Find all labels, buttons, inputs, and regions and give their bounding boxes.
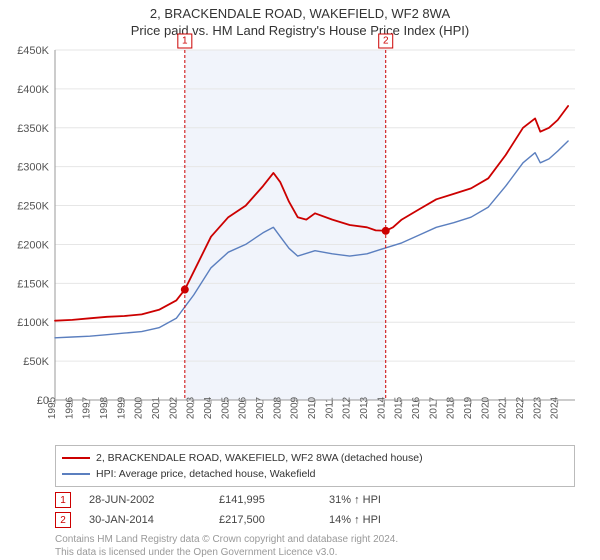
legend-item-subject: 2, BRACKENDALE ROAD, WAKEFIELD, WF2 8WA … [62,450,568,466]
title-line2: Price paid vs. HM Land Registry's House … [0,23,600,38]
transaction-marker-2: 2 [55,512,71,528]
ytick-label: £400K [17,84,49,96]
ytick-label: £250K [17,201,49,213]
transaction-price: £217,500 [219,514,329,526]
legend-label-hpi: HPI: Average price, detached house, Wake… [96,468,315,480]
footer-line2: This data is licensed under the Open Gov… [55,547,575,560]
footer: Contains HM Land Registry data © Crown c… [55,534,575,559]
sale-dot-1 [181,286,189,294]
chart-container: 2, BRACKENDALE ROAD, WAKEFIELD, WF2 8WA … [0,0,600,560]
transaction-marker-1: 1 [55,492,71,508]
chart-area: £0£50K£100K£150K£200K£250K£300K£350K£400… [55,50,575,400]
sale-box-label-2: 2 [383,36,389,47]
ytick-label: £150K [17,278,49,290]
ytick-label: £200K [17,239,49,251]
title-block: 2, BRACKENDALE ROAD, WAKEFIELD, WF2 8WA … [0,0,600,38]
sale-box-label-1: 1 [182,36,188,47]
transaction-date: 28-JUN-2002 [89,494,219,506]
ytick-label: £50K [23,356,49,368]
transaction-price: £141,995 [219,494,329,506]
transactions: 1 28-JUN-2002 £141,995 31% ↑ HPI 2 30-JA… [55,490,575,530]
legend-label-subject: 2, BRACKENDALE ROAD, WAKEFIELD, WF2 8WA … [96,452,423,464]
transaction-date: 30-JAN-2014 [89,514,219,526]
sale-dot-2 [382,227,390,235]
ytick-label: £300K [17,162,49,174]
ytick-label: £350K [17,123,49,135]
transaction-row: 1 28-JUN-2002 £141,995 31% ↑ HPI [55,490,575,510]
ytick-label: £450K [17,45,49,57]
transaction-diff: 31% ↑ HPI [329,494,449,506]
legend-swatch-hpi [62,473,90,475]
legend-swatch-subject [62,457,90,459]
ytick-label: £100K [17,317,49,329]
title-line1: 2, BRACKENDALE ROAD, WAKEFIELD, WF2 8WA [0,6,600,21]
footer-line1: Contains HM Land Registry data © Crown c… [55,534,575,547]
legend-item-hpi: HPI: Average price, detached house, Wake… [62,466,568,482]
legend: 2, BRACKENDALE ROAD, WAKEFIELD, WF2 8WA … [55,445,575,487]
transaction-row: 2 30-JAN-2014 £217,500 14% ↑ HPI [55,510,575,530]
chart-svg: £0£50K£100K£150K£200K£250K£300K£350K£400… [55,50,575,400]
transaction-diff: 14% ↑ HPI [329,514,449,526]
